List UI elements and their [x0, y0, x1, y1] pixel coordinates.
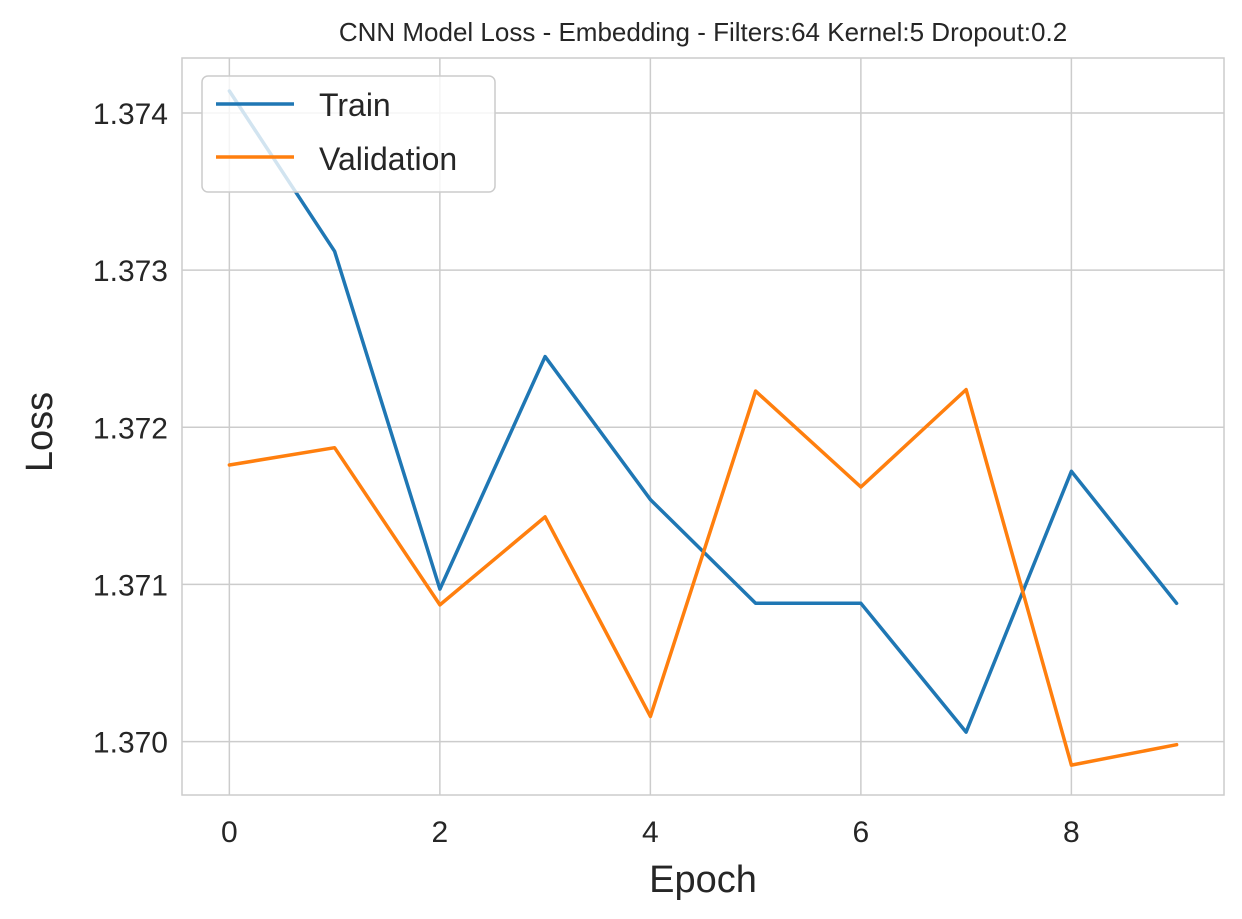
y-axis-label: Loss	[19, 392, 61, 472]
legend-label-validation: Validation	[319, 141, 457, 177]
legend-label-train: Train	[319, 87, 391, 123]
x-tick-label: 8	[1063, 816, 1080, 849]
y-tick-label: 1.370	[93, 727, 168, 760]
legend: Train Validation	[201, 75, 496, 193]
y-tick-label: 1.374	[93, 98, 168, 131]
y-tick-label: 1.373	[93, 255, 168, 288]
chart-title: CNN Model Loss - Embedding - Filters:64 …	[339, 17, 1067, 47]
x-axis-label: Epoch	[649, 859, 757, 901]
x-tick-label: 6	[853, 816, 870, 849]
y-tick-label: 1.371	[93, 569, 168, 602]
y-tick-label: 1.372	[93, 412, 168, 445]
series-line-validation	[227, 387, 1179, 767]
x-tick-label: 0	[221, 816, 238, 849]
plot-frame	[181, 57, 1225, 796]
x-tick-label: 2	[432, 816, 449, 849]
tick-layer: 0 2 4 6 8 1.370 1.371 1.372 1.373 1.374	[93, 98, 1080, 849]
x-tick-label: 4	[642, 816, 659, 849]
